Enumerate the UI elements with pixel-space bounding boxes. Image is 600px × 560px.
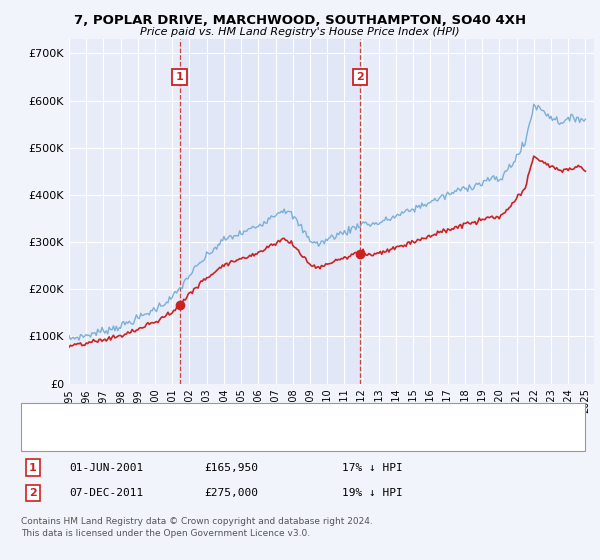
Text: This data is licensed under the Open Government Licence v3.0.: This data is licensed under the Open Gov… [21, 529, 310, 538]
Text: £165,950: £165,950 [204, 463, 258, 473]
Text: 19% ↓ HPI: 19% ↓ HPI [342, 488, 403, 498]
Text: 7, POPLAR DRIVE, MARCHWOOD, SOUTHAMPTON, SO40 4XH (detached house): 7, POPLAR DRIVE, MARCHWOOD, SOUTHAMPTON,… [84, 412, 494, 422]
Text: 1: 1 [29, 463, 37, 473]
Text: ———: ——— [36, 434, 73, 447]
Text: 07-DEC-2011: 07-DEC-2011 [69, 488, 143, 498]
Text: 7, POPLAR DRIVE, MARCHWOOD, SOUTHAMPTON, SO40 4XH: 7, POPLAR DRIVE, MARCHWOOD, SOUTHAMPTON,… [74, 14, 526, 27]
Text: Price paid vs. HM Land Registry's House Price Index (HPI): Price paid vs. HM Land Registry's House … [140, 27, 460, 37]
Text: 2: 2 [29, 488, 37, 498]
Text: 1: 1 [176, 72, 184, 82]
Text: HPI: Average price, detached house, New Forest: HPI: Average price, detached house, New … [84, 435, 335, 445]
Text: Contains HM Land Registry data © Crown copyright and database right 2024.: Contains HM Land Registry data © Crown c… [21, 517, 373, 526]
Bar [179, 39, 360, 384]
Text: 01-JUN-2001: 01-JUN-2001 [69, 463, 143, 473]
Text: 17% ↓ HPI: 17% ↓ HPI [342, 463, 403, 473]
Text: £275,000: £275,000 [204, 488, 258, 498]
Text: 2: 2 [356, 72, 364, 82]
Text: ———: ——— [36, 410, 73, 423]
